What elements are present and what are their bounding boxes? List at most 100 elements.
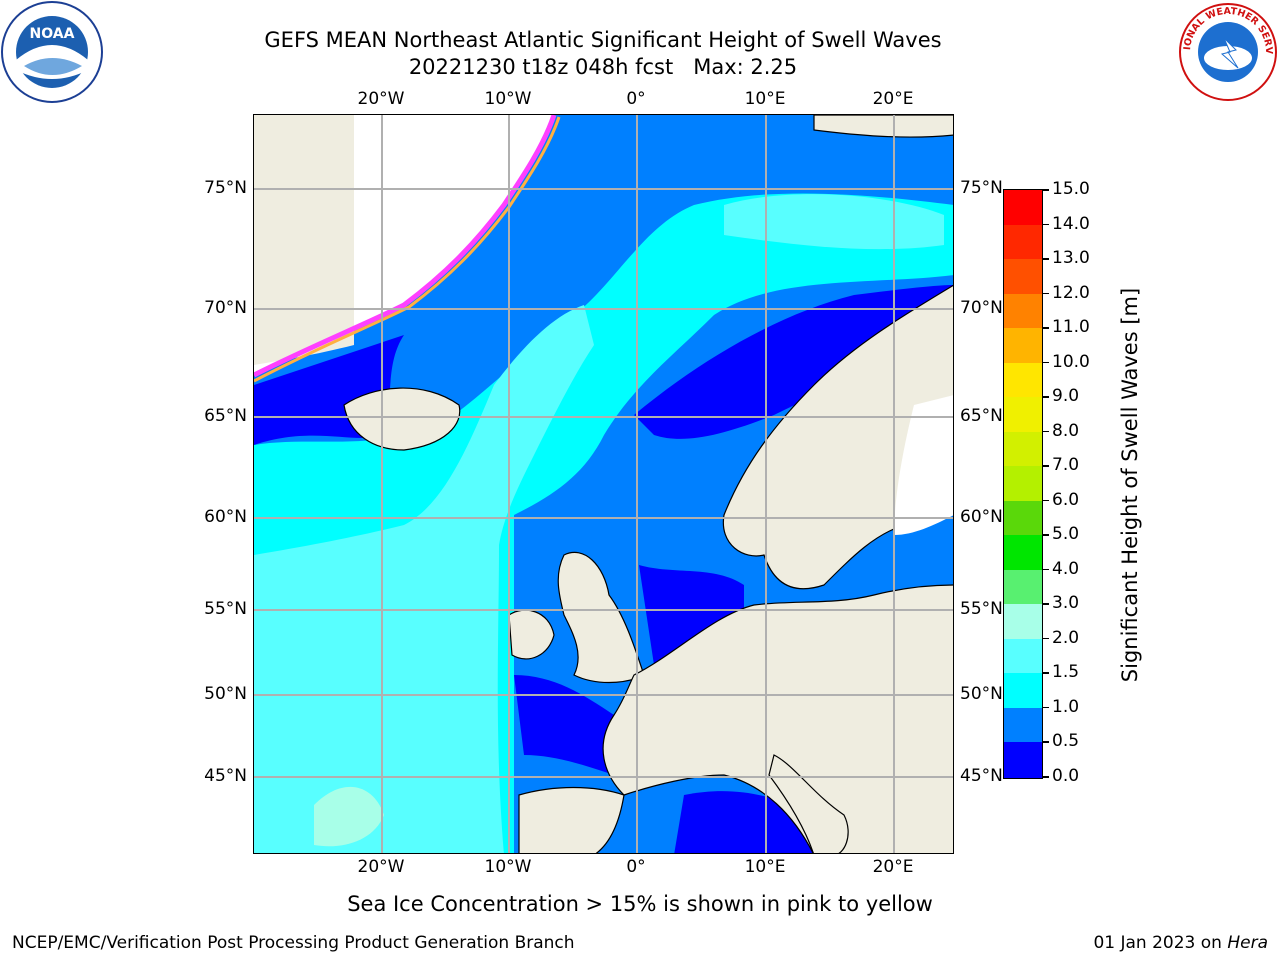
colorbar-tick-label: 15.0 — [1052, 179, 1090, 199]
colorbar-tick-mark — [1043, 534, 1049, 536]
colorbar-tick-label: 6.0 — [1052, 489, 1080, 510]
lat-tick-left: 75°N — [204, 178, 247, 198]
colorbar-segment — [1004, 569, 1042, 605]
colorbar-segment — [1004, 259, 1042, 295]
colorbar-tick-label: 11.0 — [1052, 317, 1090, 338]
swell-zone-0-0.5-biscay — [514, 675, 614, 775]
colorbar — [1003, 189, 1043, 779]
colorbar-tick-label: 1.0 — [1052, 696, 1080, 717]
colorbar-tick-mark — [1043, 292, 1049, 295]
lon-tick-bottom: 10°E — [744, 857, 786, 877]
colorbar-segment — [1004, 604, 1042, 640]
colorbar-tick-label: 1.5 — [1052, 662, 1080, 683]
colorbar-tick-label: 14.0 — [1052, 213, 1090, 234]
noaa-logo-text: NOAA — [30, 26, 75, 42]
colorbar-segment — [1004, 535, 1042, 571]
lon-tick-top: 10°W — [484, 89, 532, 109]
lat-tick-right: 60°N — [960, 507, 1003, 527]
wave-height-map — [253, 114, 954, 854]
lon-tick-top: 20°W — [357, 89, 405, 109]
colorbar-segment — [1004, 673, 1042, 709]
colorbar-tick-mark — [1043, 223, 1049, 226]
lat-tick-left: 50°N — [204, 684, 247, 704]
iberia — [518, 786, 625, 853]
colorbar-tick-mark — [1043, 189, 1049, 191]
continental-europe — [602, 584, 953, 853]
sea-ice-edge-yellow — [254, 116, 561, 383]
colorbar-tick-label: 13.0 — [1052, 248, 1090, 269]
colorbar-tick-mark — [1043, 327, 1049, 329]
colorbar-segment — [1004, 638, 1042, 674]
lon-tick-bottom: 20°W — [357, 857, 405, 877]
colorbar-segment — [1004, 397, 1042, 433]
colorbar-segment — [1004, 190, 1042, 226]
colorbar-tick-label: 3.0 — [1052, 593, 1080, 614]
lat-tick-right: 75°N — [960, 178, 1003, 198]
colorbar-tick-label: 9.0 — [1052, 386, 1080, 407]
noaa-logo: NOAA — [0, 0, 104, 104]
footer-on: on — [1195, 933, 1228, 953]
colorbar-tick-mark — [1043, 430, 1049, 433]
colorbar-tick-mark — [1043, 361, 1049, 364]
colorbar-tick-mark — [1043, 568, 1049, 571]
lat-tick-left: 70°N — [204, 298, 247, 318]
italy — [768, 754, 849, 853]
colorbar-tick-mark — [1043, 741, 1049, 743]
colorbar-segment — [1004, 742, 1042, 778]
lat-tick-right: 45°N — [960, 766, 1003, 786]
lon-tick-top: 0° — [626, 89, 646, 109]
graticule — [254, 115, 953, 853]
sea-ice-note: Sea Ice Concentration > 15% is shown in … — [347, 892, 933, 916]
colorbar-tick-mark — [1043, 396, 1049, 398]
colorbar-segment — [1004, 466, 1042, 502]
sea-ice-edge — [254, 115, 557, 378]
colorbar-tick-label: 7.0 — [1052, 455, 1080, 476]
colorbar-tick-label: 8.0 — [1052, 420, 1080, 441]
colorbar-tick-label: 4.0 — [1052, 558, 1080, 579]
colorbar-segment — [1004, 328, 1042, 364]
colorbar-tick-label: 12.0 — [1052, 282, 1090, 303]
colorbar-segment — [1004, 431, 1042, 467]
nws-logo: NATIONAL WEATHER SERVICE — [1174, 0, 1278, 102]
lat-tick-left: 60°N — [204, 507, 247, 527]
iceland — [343, 387, 461, 451]
colorbar-tick-label: 0.5 — [1052, 731, 1080, 752]
svalbard — [813, 115, 953, 138]
swell-zone-2.0-3.0 — [314, 786, 384, 847]
footer-date-text: 01 Jan 2023 — [1093, 933, 1196, 953]
footer-machine: Hera — [1227, 933, 1268, 953]
colorbar-tick-mark — [1043, 603, 1049, 605]
colorbar-tick-mark — [1043, 776, 1049, 778]
colorbar-segment — [1004, 224, 1042, 260]
colorbar-segment — [1004, 293, 1042, 329]
colorbar-tick-mark — [1043, 258, 1049, 260]
lat-tick-right: 55°N — [960, 599, 1003, 619]
colorbar-tick-mark — [1043, 706, 1049, 709]
colorbar-tick-mark — [1043, 672, 1049, 674]
lon-tick-bottom: 10°W — [484, 857, 532, 877]
footer-date: 01 Jan 2023 on Hera — [1093, 933, 1268, 953]
colorbar-segment — [1004, 707, 1042, 744]
chart-subtitle: 20221230 t18z 048h fcst Max: 2.25 — [408, 55, 798, 79]
lon-tick-top: 10°E — [744, 89, 786, 109]
greenland-land — [254, 115, 354, 365]
footer-credit: NCEP/EMC/Verification Post Processing Pr… — [12, 933, 575, 953]
lat-tick-right: 50°N — [960, 684, 1003, 704]
colorbar-tick-label: 2.0 — [1052, 627, 1080, 648]
lat-tick-left: 45°N — [204, 766, 247, 786]
colorbar-tick-label: 5.0 — [1052, 524, 1080, 545]
lat-tick-right: 65°N — [960, 406, 1003, 426]
colorbar-tick-label: 0.0 — [1052, 766, 1080, 786]
great-britain — [557, 551, 645, 684]
lat-tick-right: 70°N — [960, 298, 1003, 318]
colorbar-tick-mark — [1043, 637, 1049, 640]
swell-zone-0-0.5-norway — [634, 285, 953, 439]
colorbar-label: Significant Height of Swell Waves [m] — [1118, 287, 1142, 683]
lon-tick-bottom: 0° — [626, 857, 646, 877]
colorbar-segment — [1004, 362, 1042, 398]
colorbar-segment — [1004, 500, 1042, 536]
baltic-ice-free — [894, 395, 953, 535]
chart-title: GEFS MEAN Northeast Atlantic Significant… — [264, 28, 942, 52]
colorbar-tick-label: 10.0 — [1052, 351, 1090, 372]
lon-tick-bottom: 20°E — [872, 857, 914, 877]
